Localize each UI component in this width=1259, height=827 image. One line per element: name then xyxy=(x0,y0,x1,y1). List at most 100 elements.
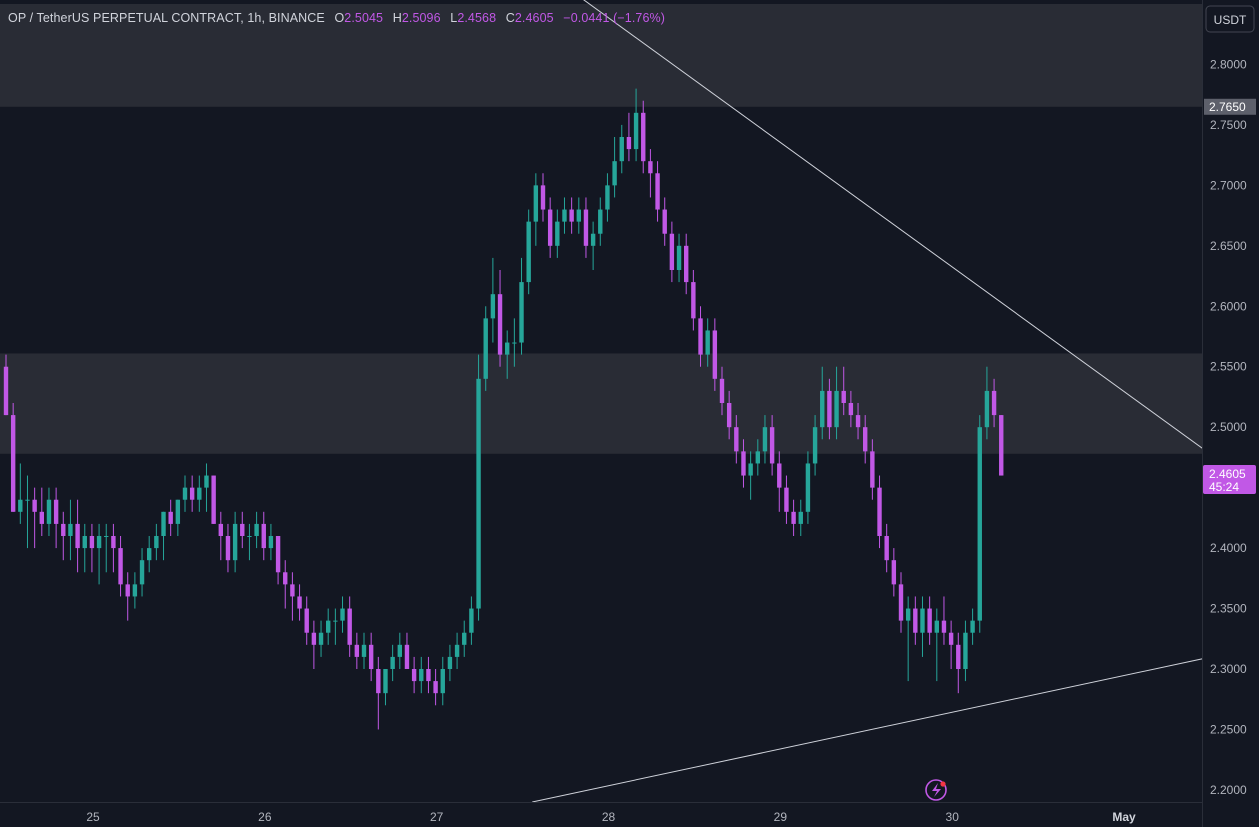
candle-body[interactable] xyxy=(211,475,216,524)
candle-body[interactable] xyxy=(354,644,360,657)
candle-body[interactable] xyxy=(676,245,682,270)
candle-body[interactable] xyxy=(39,511,44,524)
candle-body[interactable] xyxy=(462,632,467,645)
candle-body[interactable] xyxy=(555,221,560,246)
candle-body[interactable] xyxy=(96,536,102,549)
candle-body[interactable] xyxy=(104,536,109,537)
candle-body[interactable] xyxy=(984,390,990,428)
candle-body[interactable] xyxy=(497,294,503,355)
candle-body[interactable] xyxy=(519,282,524,343)
candle-body[interactable] xyxy=(726,403,732,428)
candle-body[interactable] xyxy=(884,536,889,561)
candle-body[interactable] xyxy=(891,560,897,585)
candle-body[interactable] xyxy=(340,608,345,621)
candle-body[interactable] xyxy=(834,390,839,428)
candle-body[interactable] xyxy=(848,403,854,416)
candle-body[interactable] xyxy=(691,282,696,319)
candle-body[interactable] xyxy=(626,137,632,150)
candle-body[interactable] xyxy=(46,499,52,524)
candle-body[interactable] xyxy=(905,608,911,621)
candle-body[interactable] xyxy=(139,560,145,585)
candle-body[interactable] xyxy=(777,463,782,488)
candle-body[interactable] xyxy=(870,451,875,488)
candle-body[interactable] xyxy=(741,451,746,476)
candle-body[interactable] xyxy=(719,378,725,403)
candle-body[interactable] xyxy=(440,669,445,694)
candle-body[interactable] xyxy=(655,173,660,210)
candle-body[interactable] xyxy=(390,656,395,669)
candle-body[interactable] xyxy=(784,487,789,512)
candle-body[interactable] xyxy=(791,511,796,524)
candle-body[interactable] xyxy=(827,390,832,428)
candle-body[interactable] xyxy=(698,318,703,355)
candle-body[interactable] xyxy=(175,499,181,524)
candle-body[interactable] xyxy=(540,185,546,210)
candle-body[interactable] xyxy=(68,523,73,536)
candle-body[interactable] xyxy=(361,644,367,657)
candle-body[interactable] xyxy=(963,632,968,669)
candle-body[interactable] xyxy=(411,669,417,682)
candle-body[interactable] xyxy=(576,209,581,222)
candle-body[interactable] xyxy=(18,499,23,512)
candle-body[interactable] xyxy=(404,644,410,669)
candle-body[interactable] xyxy=(712,330,718,379)
candle-body[interactable] xyxy=(61,523,66,536)
candle-body[interactable] xyxy=(913,608,918,633)
time-axis-panel[interactable] xyxy=(0,802,1202,827)
candle-body[interactable] xyxy=(433,681,438,694)
candle-body[interactable] xyxy=(368,644,374,669)
candle-body[interactable] xyxy=(32,499,37,512)
candle-body[interactable] xyxy=(82,536,87,549)
candle-body[interactable] xyxy=(526,221,531,283)
candle-body[interactable] xyxy=(189,487,195,500)
candle-body[interactable] xyxy=(326,620,331,633)
candle-body[interactable] xyxy=(426,669,431,682)
candle-body[interactable] xyxy=(669,233,675,270)
candle-body[interactable] xyxy=(977,427,982,621)
candle-body[interactable] xyxy=(934,620,939,633)
candle-body[interactable] xyxy=(748,463,753,476)
candle-body[interactable] xyxy=(53,499,59,524)
candle-body[interactable] xyxy=(562,209,567,222)
candle-body[interactable] xyxy=(583,209,589,246)
candle-body[interactable] xyxy=(168,511,173,524)
candle-body[interactable] xyxy=(383,669,388,694)
candle-body[interactable] xyxy=(454,644,460,657)
candle-body[interactable] xyxy=(161,511,166,536)
candle-body[interactable] xyxy=(798,511,803,524)
candle-body[interactable] xyxy=(132,584,138,597)
candle-body[interactable] xyxy=(805,463,811,512)
candle-body[interactable] xyxy=(605,185,610,210)
candle-body[interactable] xyxy=(118,548,123,585)
candle-body[interactable] xyxy=(533,185,539,222)
candle-body[interactable] xyxy=(569,209,574,222)
candle-body[interactable] xyxy=(318,632,324,645)
candle-body[interactable] xyxy=(125,584,130,597)
candle-body[interactable] xyxy=(619,137,624,162)
candle-body[interactable] xyxy=(734,427,739,452)
candle-body[interactable] xyxy=(999,415,1004,476)
currency-button[interactable] xyxy=(1205,5,1255,33)
candle-body[interactable] xyxy=(970,620,975,633)
zone-rectangle[interactable] xyxy=(0,353,1202,454)
candle-body[interactable] xyxy=(612,161,617,186)
candle-body[interactable] xyxy=(956,644,961,669)
candle-body[interactable] xyxy=(275,536,281,573)
candle-body[interactable] xyxy=(762,427,768,452)
candle-body[interactable] xyxy=(247,536,252,537)
candle-body[interactable] xyxy=(297,596,302,609)
candle-body[interactable] xyxy=(820,390,825,428)
candle-body[interactable] xyxy=(490,294,496,319)
candle-body[interactable] xyxy=(855,415,861,428)
event-icon[interactable] xyxy=(925,779,947,801)
candle-body[interactable] xyxy=(240,523,245,536)
candle-body[interactable] xyxy=(483,318,488,379)
candle-body[interactable] xyxy=(225,536,231,561)
candle-body[interactable] xyxy=(755,451,760,464)
candle-body[interactable] xyxy=(547,209,553,246)
candle-body[interactable] xyxy=(512,342,517,344)
candle-body[interactable] xyxy=(218,523,223,536)
candle-body[interactable] xyxy=(469,608,474,633)
